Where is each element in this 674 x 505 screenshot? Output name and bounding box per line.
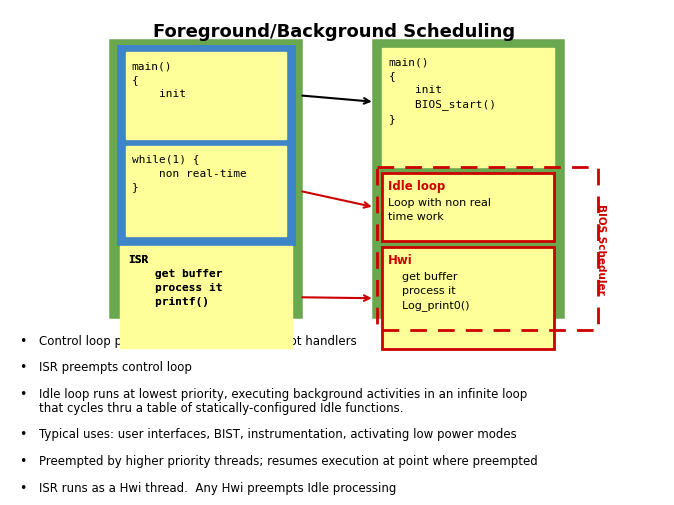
Text: •: •: [19, 454, 26, 467]
Text: get buffer
    process it
    printf(): get buffer process it printf(): [128, 268, 222, 307]
Text: •: •: [19, 361, 26, 374]
Text: main()
{
    init
    BIOS_start()
}: main() { init BIOS_start() }: [388, 57, 496, 124]
FancyBboxPatch shape: [382, 174, 554, 241]
Text: that cycles thru a table of statically-configured Idle functions.: that cycles thru a table of statically-c…: [39, 401, 404, 415]
Text: Control loop processes flags set by interrupt handlers: Control loop processes flags set by inte…: [39, 334, 357, 347]
FancyBboxPatch shape: [120, 49, 292, 242]
Text: while(1) {
    non real-time
}: while(1) { non real-time }: [131, 154, 247, 192]
FancyBboxPatch shape: [126, 53, 286, 139]
FancyBboxPatch shape: [126, 146, 286, 237]
Text: Typical uses: user interfaces, BIST, instrumentation, activating low power modes: Typical uses: user interfaces, BIST, ins…: [39, 427, 517, 440]
Text: •: •: [19, 387, 26, 400]
Text: get buffer
    process it
    Log_print0(): get buffer process it Log_print0(): [388, 271, 470, 310]
FancyBboxPatch shape: [375, 43, 562, 316]
Text: Hwi: Hwi: [388, 254, 413, 267]
Text: ISR runs as a Hwi thread.  Any Hwi preempts Idle processing: ISR runs as a Hwi thread. Any Hwi preemp…: [39, 481, 396, 494]
Text: Idle loop: Idle loop: [388, 180, 446, 193]
Text: ISR
    get buffer
    process it
    printf(): ISR get buffer process it printf(): [128, 255, 222, 307]
FancyBboxPatch shape: [112, 43, 299, 316]
Text: ISR: ISR: [128, 255, 148, 265]
FancyBboxPatch shape: [120, 246, 292, 349]
Text: Foreground/Background Scheduling: Foreground/Background Scheduling: [153, 23, 515, 41]
Text: •: •: [19, 334, 26, 347]
Text: Idle loop runs at lowest priority, executing background activities in an infinit: Idle loop runs at lowest priority, execu…: [39, 387, 527, 400]
Text: Preempted by higher priority threads; resumes execution at point where preempted: Preempted by higher priority threads; re…: [39, 454, 538, 467]
FancyBboxPatch shape: [382, 49, 554, 168]
Text: ISR preempts control loop: ISR preempts control loop: [39, 361, 192, 374]
Text: •: •: [19, 481, 26, 494]
FancyBboxPatch shape: [382, 247, 554, 350]
Text: main()
{
    init: main() { init: [131, 61, 186, 99]
Text: BIOS Scheduler: BIOS Scheduler: [596, 204, 606, 294]
Text: •: •: [19, 427, 26, 440]
Text: Loop with non real
time work: Loop with non real time work: [388, 198, 491, 221]
